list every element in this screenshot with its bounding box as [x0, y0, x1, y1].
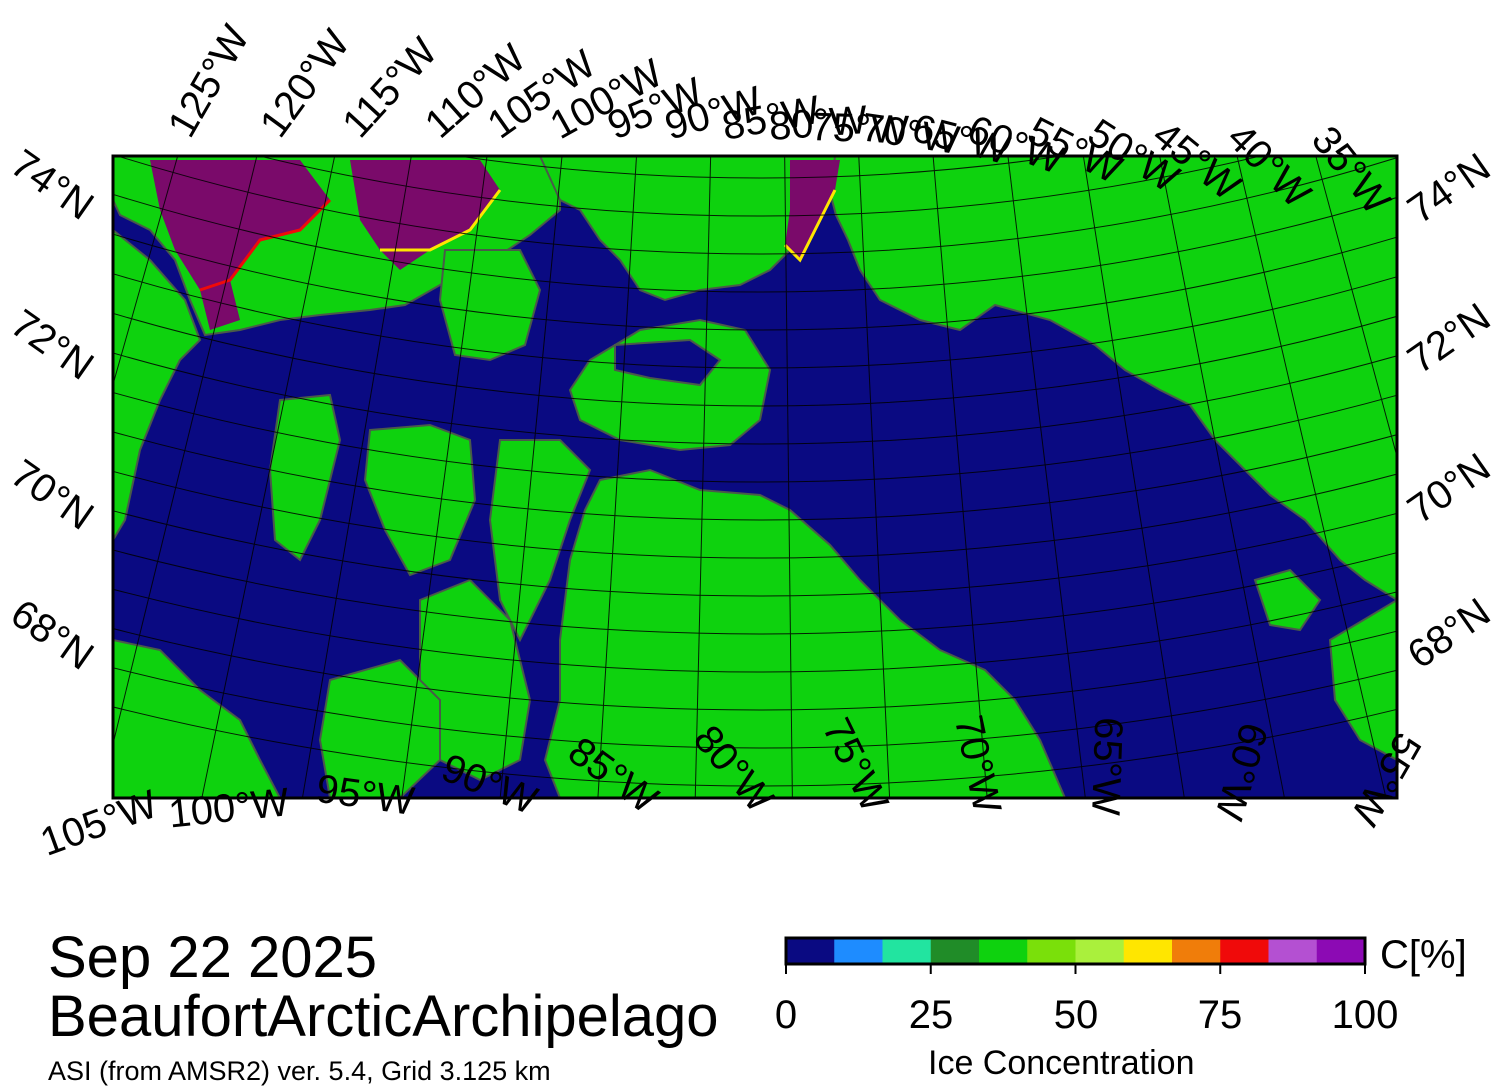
prince-of-wales-island	[363, 423, 477, 577]
mainland-southwest	[113, 638, 282, 798]
colorbar-segment	[1316, 938, 1366, 964]
meridian-line	[113, 156, 258, 746]
meridian-line	[201, 156, 336, 798]
greenland-southeast	[1328, 598, 1397, 762]
colorbar-segment	[1268, 938, 1318, 964]
colorbar-tick-25: 25	[908, 993, 954, 1037]
ice-patch-west	[150, 160, 330, 330]
top-lon-label: 125°W	[160, 18, 258, 145]
meridian-line	[932, 156, 988, 798]
ice-patch-east	[785, 160, 840, 260]
right-lat-label: 72°N	[1400, 295, 1498, 382]
meridian-line	[401, 156, 488, 798]
colorbar-segment	[882, 938, 932, 964]
colorbar-tick-75: 75	[1197, 993, 1243, 1037]
meridian-line	[694, 156, 712, 798]
meridian-line	[858, 156, 891, 798]
colorbar-segment	[1075, 938, 1125, 964]
colorbar-segment	[930, 938, 980, 964]
left-lat-label: 70°N	[3, 451, 101, 538]
meridian-line	[1487, 0, 1512, 708]
sea-ice-patches	[150, 160, 840, 330]
bottom-lon-label: 105°W	[35, 782, 164, 865]
product-label: ASI (from AMSR2) ver. 5.4, Grid 3.125 km	[48, 1056, 551, 1086]
colorbar-segment	[1027, 938, 1076, 964]
meridian-line	[597, 156, 637, 798]
greenland-south	[1253, 568, 1322, 632]
top-lon-label: 80°W	[767, 98, 868, 149]
left-lat-label: 68°N	[3, 591, 101, 678]
left-lat-label: 72°N	[3, 301, 101, 388]
colorbar-title: Ice Concentration	[928, 1044, 1195, 1082]
ice-edge-west	[199, 198, 332, 292]
top-lon-label: 75°W	[810, 105, 910, 152]
map-area	[0, 0, 1512, 798]
top-lon-label: 120°W	[252, 22, 359, 145]
map-frame	[111, 154, 1399, 800]
colorbar-segment	[834, 938, 883, 964]
region-label: BeaufortArcticArchipelago	[48, 984, 719, 1049]
meridian-line	[1315, 156, 1397, 459]
right-lat-label: 74°N	[1400, 145, 1498, 232]
bottom-lon-label: 65°W	[1083, 716, 1130, 816]
meridian-line	[1007, 156, 1086, 798]
colorbar-segment	[1172, 938, 1221, 964]
colorbar-tick-100: 100	[1331, 993, 1399, 1037]
island-center	[268, 393, 342, 562]
meridian-line	[1159, 156, 1285, 798]
melville-peninsula	[488, 439, 592, 643]
colorbar-segment	[786, 938, 835, 964]
colorbar-segment	[1220, 938, 1269, 964]
right-lat-label: 68°N	[1400, 590, 1498, 677]
meridian-line	[499, 156, 563, 798]
meridian-line	[301, 156, 412, 798]
small-island-north	[614, 338, 722, 387]
meridian-line	[1082, 156, 1185, 798]
ice-patch-central	[350, 160, 500, 270]
somerset-island	[438, 249, 542, 362]
graticule	[0, 0, 1512, 798]
colorbar-tick-50: 50	[1053, 993, 1099, 1037]
colorbar-tick-0: 0	[774, 993, 798, 1037]
meridian-line	[1236, 156, 1387, 798]
date-label: Sep 22 2025	[48, 925, 377, 990]
colorbar-segment	[1123, 938, 1173, 964]
colorbar-segment	[979, 938, 1028, 964]
colorbar-unit-label: C[%]	[1380, 933, 1467, 977]
ice-edge-east	[783, 189, 837, 263]
ice-edge-central	[380, 189, 502, 252]
colorbar	[784, 936, 1367, 974]
greenland	[826, 156, 1397, 602]
meridian-line	[0, 0, 11, 696]
meridian-line	[784, 156, 793, 798]
left-lat-label: 74°N	[3, 141, 101, 228]
right-lat-label: 70°N	[1400, 445, 1498, 532]
